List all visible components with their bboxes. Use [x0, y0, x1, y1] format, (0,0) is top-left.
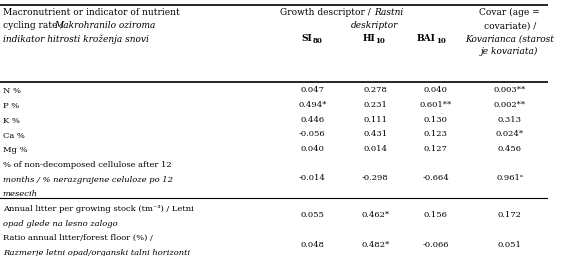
Text: 0.231: 0.231 — [364, 101, 387, 109]
Text: 0.048: 0.048 — [301, 241, 324, 249]
Text: HI: HI — [362, 34, 375, 43]
Text: 0.313: 0.313 — [498, 116, 522, 124]
Text: cycling rate /: cycling rate / — [3, 21, 66, 30]
Text: Mg %: Mg % — [3, 146, 28, 154]
Text: SI: SI — [302, 34, 312, 43]
Text: 10: 10 — [375, 37, 385, 45]
Text: 80: 80 — [312, 37, 322, 45]
Text: Razmerje letni opad/organski talni horizonti: Razmerje letni opad/organski talni horiz… — [3, 249, 190, 256]
Text: 0.040: 0.040 — [301, 145, 324, 153]
Text: months / % nerazgrajene celuloze po 12: months / % nerazgrajene celuloze po 12 — [3, 176, 173, 184]
Text: 0.456: 0.456 — [498, 145, 522, 153]
Text: 0.055: 0.055 — [301, 211, 324, 219]
Text: Kovarianca (starost: Kovarianca (starost — [465, 34, 554, 43]
Text: -0.664: -0.664 — [422, 175, 449, 183]
Text: 0.014: 0.014 — [364, 145, 387, 153]
Text: 0.278: 0.278 — [364, 87, 387, 94]
Text: Rastni: Rastni — [374, 8, 404, 17]
Text: Ratio annual litter/forest floor (%) /: Ratio annual litter/forest floor (%) / — [3, 234, 153, 242]
Text: 0.431: 0.431 — [364, 131, 387, 138]
Text: Covar (age =: Covar (age = — [479, 8, 540, 17]
Text: K %: K % — [3, 117, 20, 125]
Text: Macronutrient or indicator of nutrient: Macronutrient or indicator of nutrient — [3, 8, 179, 17]
Text: N %: N % — [3, 88, 21, 95]
Text: P %: P % — [3, 102, 19, 110]
Text: Makrohranilo oziroma: Makrohranilo oziroma — [54, 21, 155, 30]
Text: indikator hitrosti kroženja snovi: indikator hitrosti kroženja snovi — [3, 34, 148, 44]
Text: 0.002**: 0.002** — [493, 101, 525, 109]
Text: 0.446: 0.446 — [300, 116, 324, 124]
Text: -0.066: -0.066 — [423, 241, 449, 249]
Text: covariate) /: covariate) / — [483, 21, 536, 30]
Text: 0.494*: 0.494* — [298, 101, 327, 109]
Text: -0.298: -0.298 — [362, 175, 389, 183]
Text: 0.961ᵃ: 0.961ᵃ — [496, 175, 523, 183]
Text: 0.111: 0.111 — [364, 116, 387, 124]
Text: 0.047: 0.047 — [301, 87, 324, 94]
Text: Ca %: Ca % — [3, 132, 25, 140]
Text: 0.130: 0.130 — [424, 116, 448, 124]
Text: BAI: BAI — [417, 34, 436, 43]
Text: Annual litter per growing stock (tm⁻³) / Letni: Annual litter per growing stock (tm⁻³) /… — [3, 205, 193, 213]
Text: 0.040: 0.040 — [424, 87, 448, 94]
Text: 0.127: 0.127 — [424, 145, 448, 153]
Text: 0.156: 0.156 — [424, 211, 448, 219]
Text: 0.123: 0.123 — [424, 131, 448, 138]
Text: opad glede na lesno zalogo: opad glede na lesno zalogo — [3, 220, 117, 228]
Text: 0.462*: 0.462* — [361, 211, 389, 219]
Text: % of non-decomposed cellulose after 12: % of non-decomposed cellulose after 12 — [3, 161, 171, 169]
Text: deskriptor: deskriptor — [350, 21, 398, 30]
Text: 0.051: 0.051 — [498, 241, 522, 249]
Text: 0.003**: 0.003** — [493, 87, 526, 94]
Text: 0.024*: 0.024* — [496, 131, 524, 138]
Text: 0.172: 0.172 — [498, 211, 522, 219]
Text: je kovariata): je kovariata) — [481, 47, 538, 56]
Text: -0.014: -0.014 — [299, 175, 326, 183]
Text: 0.601**: 0.601** — [420, 101, 452, 109]
Text: -0.056: -0.056 — [299, 131, 326, 138]
Text: Growth descriptor /: Growth descriptor / — [280, 8, 374, 17]
Text: 0.482*: 0.482* — [361, 241, 389, 249]
Text: mesecih: mesecih — [3, 190, 38, 198]
Text: 10: 10 — [436, 37, 446, 45]
